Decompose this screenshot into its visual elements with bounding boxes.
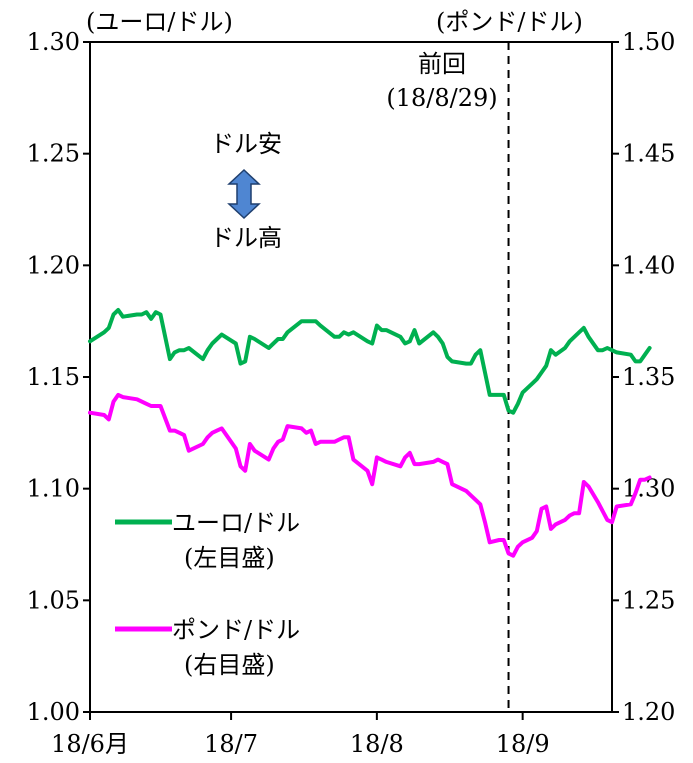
right-axis-tick-label: 1.40 (622, 251, 675, 279)
left-axis-tick-label: 1.00 (27, 698, 80, 726)
legend-label-eur-usd: ユーロ/ドル (172, 509, 300, 537)
plot-area-frame (89, 41, 613, 713)
right-axis-ticks: 1.201.251.301.351.401.451.50 (612, 28, 675, 726)
x-axis-tick-label: 18/7 (204, 730, 258, 758)
annotation-dollar-weak: ドル安 (210, 130, 282, 158)
right-axis-tick-label: 1.50 (622, 28, 675, 56)
reference-label-line1: 前回 (418, 50, 466, 78)
legend-sublabel-gbp-usd: (右目盛) (184, 651, 275, 679)
right-axis-tick-label: 1.20 (622, 698, 675, 726)
right-axis-tick-label: 1.45 (622, 140, 675, 168)
series-line-eur-usd (88, 308, 652, 415)
annotation-dollar-strong: ドル高 (210, 224, 282, 252)
left-axis-tick-label: 1.30 (27, 28, 80, 56)
right-axis-tick-label: 1.25 (622, 586, 675, 614)
x-axis-tick-label: 18/8 (350, 730, 404, 758)
right-axis-unit-label: (ポンド/ドル) (436, 8, 583, 36)
left-axis-tick-label: 1.10 (27, 475, 80, 503)
series-line-gbp-usd (88, 392, 652, 558)
left-axis-tick-label: 1.25 (27, 140, 80, 168)
right-axis-tick-label: 1.35 (622, 363, 675, 391)
legend: ユーロ/ドル (左目盛) ポンド/ドル (右目盛) (115, 509, 300, 679)
left-axis-ticks: 1.00 1.05 1.10 1.15 1.20 1.25 1.30 (27, 28, 90, 726)
x-axis-tick-label: 18/9 (496, 730, 550, 758)
left-axis-tick-label: 1.20 (27, 251, 80, 279)
left-axis-tick-label: 1.05 (27, 586, 80, 614)
left-axis-tick-label: 1.15 (27, 363, 80, 391)
legend-label-gbp-usd: ポンド/ドル (172, 616, 300, 644)
reference-label-line2: (18/8/29) (386, 84, 497, 112)
x-axis-tick-label: 18/6月 (51, 730, 129, 758)
left-axis-unit-label: (ユーロ/ドル) (86, 8, 233, 36)
legend-sublabel-eur-usd: (左目盛) (184, 544, 275, 572)
double-vertical-arrow-icon (227, 168, 261, 220)
x-axis-ticks: 18/6月 18/7 18/8 18/9 (51, 712, 550, 758)
